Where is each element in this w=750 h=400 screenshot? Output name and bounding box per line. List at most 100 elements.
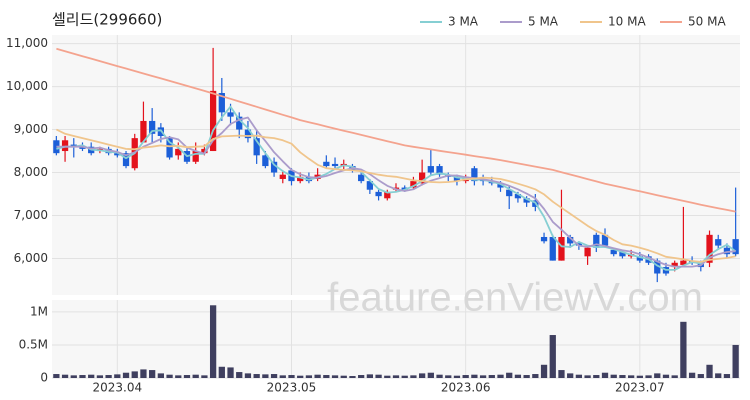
candle-body <box>567 236 574 244</box>
volume-bar <box>540 364 548 378</box>
candle-body <box>122 153 130 167</box>
volume-bar <box>140 369 147 378</box>
volume-bar <box>323 375 330 378</box>
volume-bar <box>157 373 164 378</box>
candle-body <box>70 144 77 147</box>
volume-bar <box>514 374 522 378</box>
candle-body <box>453 176 461 182</box>
candle-body <box>471 168 478 182</box>
candle-body <box>236 116 243 130</box>
volume-bar <box>567 373 574 378</box>
volume-bar <box>715 373 722 378</box>
volume-bar <box>523 375 530 378</box>
candle-body <box>358 174 365 182</box>
candle-body <box>593 234 600 248</box>
volume-bar <box>453 375 461 378</box>
y-tick-label: 9,000 <box>14 122 48 136</box>
volume-tick-label: 0 <box>40 371 48 385</box>
candle-body <box>375 191 382 197</box>
x-tick-label: 2023.07 <box>615 381 665 395</box>
volume-bar <box>688 372 696 378</box>
candle-body <box>427 166 434 173</box>
volume-bar <box>584 375 591 378</box>
volume-bar <box>671 375 678 378</box>
volume-bar <box>253 374 260 378</box>
volume-bar <box>410 375 417 378</box>
candle-body <box>53 140 60 154</box>
volume-bar <box>636 375 643 378</box>
candle-body <box>514 194 522 199</box>
x-tick-label: 2023.04 <box>93 381 143 395</box>
volume-plot-area <box>52 300 740 378</box>
candle-body <box>384 191 391 199</box>
candle-body <box>715 239 722 246</box>
candle-body <box>114 153 121 156</box>
volume-bar <box>209 305 217 378</box>
volume-bar <box>53 374 60 378</box>
volume-bar <box>305 375 313 378</box>
candle-body <box>79 146 86 149</box>
candle-body <box>140 120 147 143</box>
legend-label: 3 MA <box>448 15 479 29</box>
volume-bar <box>445 375 452 378</box>
y-tick-label: 11,000 <box>6 36 48 50</box>
x-tick-label: 2023.05 <box>267 381 317 395</box>
volume-bar <box>558 370 565 378</box>
volume-bar <box>662 374 670 378</box>
volume-bar <box>131 371 138 378</box>
volume-bar <box>723 374 731 378</box>
candle-body <box>166 138 173 158</box>
candle-body <box>218 93 225 113</box>
candle-body <box>706 234 713 263</box>
price-plot-area <box>52 35 740 295</box>
volume-bar <box>375 374 382 378</box>
candle-body <box>558 236 565 261</box>
candle-body <box>262 155 269 167</box>
candle-body <box>149 120 156 134</box>
candle-body <box>410 181 417 188</box>
candle-body <box>636 256 643 261</box>
candle-body <box>654 260 661 274</box>
y-tick-label: 7,000 <box>14 208 48 222</box>
candle-body <box>723 247 731 255</box>
volume-bar <box>166 374 173 378</box>
volume-bar <box>488 375 495 378</box>
volume-bar <box>244 373 252 378</box>
candle-body <box>671 262 678 268</box>
candle-body <box>418 172 426 184</box>
candle-body <box>253 138 260 156</box>
legend-label: 5 MA <box>528 15 559 29</box>
volume-bar <box>436 374 443 378</box>
volume-bar <box>401 375 408 378</box>
candle-body <box>619 252 626 257</box>
volume-bar <box>732 344 739 378</box>
candle-body <box>497 183 504 188</box>
volume-bar <box>680 321 687 378</box>
ma-line <box>56 47 736 213</box>
ma-line <box>56 116 736 268</box>
legend-label: 10 MA <box>608 15 646 29</box>
legend-label: 50 MA <box>688 15 726 29</box>
volume-bar <box>122 372 130 378</box>
volume-bar <box>70 375 77 378</box>
candle-body <box>436 166 443 175</box>
volume-bar <box>105 375 112 378</box>
chart-title: 셀리드(299660) <box>52 11 162 29</box>
watermark: feature.enViewV.com <box>327 276 703 320</box>
volume-bar <box>175 375 182 378</box>
volume-bar <box>314 374 321 378</box>
candle-body <box>192 151 199 162</box>
volume-bar <box>96 375 104 378</box>
volume-bar <box>149 370 156 378</box>
volume-tick-label: 1M <box>30 304 48 318</box>
candle-body <box>401 187 408 190</box>
candle-body <box>270 161 278 173</box>
candle-body <box>523 198 530 203</box>
volume-bar <box>418 373 426 378</box>
x-tick-label: 2023.06 <box>441 381 491 395</box>
volume-bar <box>654 373 661 378</box>
volume-bar <box>479 375 487 378</box>
volume-bar <box>532 374 539 378</box>
y-tick-label: 8,000 <box>14 165 48 179</box>
volume-bar <box>349 376 356 378</box>
